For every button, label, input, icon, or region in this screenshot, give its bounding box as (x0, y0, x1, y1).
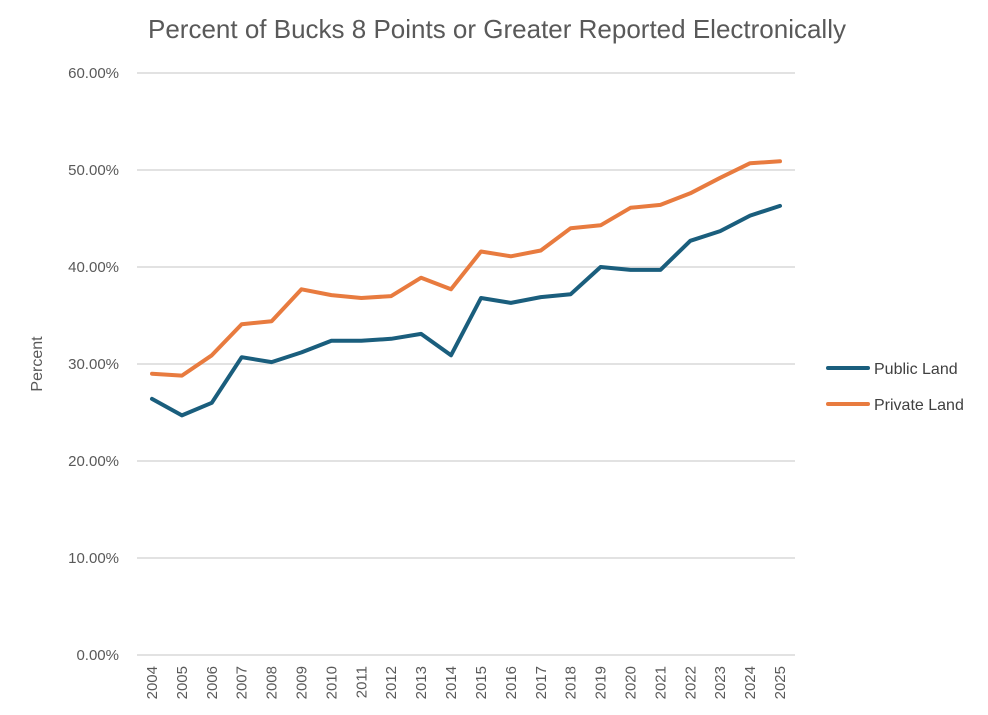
legend-label-private-land: Private Land (874, 397, 964, 414)
x-tick-label: 2018 (563, 666, 580, 699)
x-tick-label: 2014 (443, 666, 460, 699)
x-tick-label: 2023 (712, 666, 729, 699)
y-axis-tick-labels: 0.00% 10.00% 20.00% 30.00% 40.00% 50.00% 60.00… (68, 65, 119, 664)
legend-label-public-land: Public Land (874, 361, 958, 378)
x-tick-label: 2020 (622, 666, 639, 699)
x-tick-label: 2005 (174, 666, 191, 699)
y-tick-label: 20.00% (68, 453, 119, 470)
chart-title: Percent of Bucks 8 Points or Greater Rep… (148, 14, 846, 44)
x-tick-label: 2007 (234, 666, 251, 699)
x-tick-label: 2015 (473, 666, 490, 699)
y-tick-label: 40.00% (68, 259, 119, 276)
series-line-public-land (150, 203, 782, 418)
x-tick-label: 2016 (503, 666, 520, 699)
legend: Public Land Private Land (826, 361, 964, 414)
x-axis-tick-labels: 2004 2005 2006 2007 2008 2009 2010 2011 2012 2013… (144, 666, 789, 699)
x-tick-label: 2024 (742, 666, 759, 699)
gridlines (137, 72, 795, 656)
y-tick-label: 0.00% (76, 647, 119, 664)
y-tick-label: 60.00% (68, 65, 119, 82)
x-tick-label: 2019 (593, 666, 610, 699)
x-tick-label: 2004 (144, 666, 161, 699)
x-tick-label: 2012 (383, 666, 400, 699)
x-tick-label: 2008 (264, 666, 281, 699)
x-tick-label: 2006 (204, 666, 221, 699)
y-axis-label: Percent (29, 336, 46, 392)
x-tick-label: 2025 (772, 666, 789, 699)
x-tick-label: 2022 (682, 666, 699, 699)
series-lines (150, 159, 782, 418)
x-tick-label: 2011 (353, 666, 370, 698)
x-tick-label: 2009 (294, 666, 311, 699)
x-tick-label: 2010 (323, 666, 340, 699)
y-tick-label: 50.00% (68, 162, 119, 179)
series-line-private-land (150, 159, 782, 378)
y-tick-label: 30.00% (68, 356, 119, 373)
y-tick-label: 10.00% (68, 550, 119, 567)
x-tick-label: 2017 (533, 666, 550, 699)
x-tick-label: 2021 (652, 666, 669, 699)
x-tick-label: 2013 (413, 666, 430, 699)
